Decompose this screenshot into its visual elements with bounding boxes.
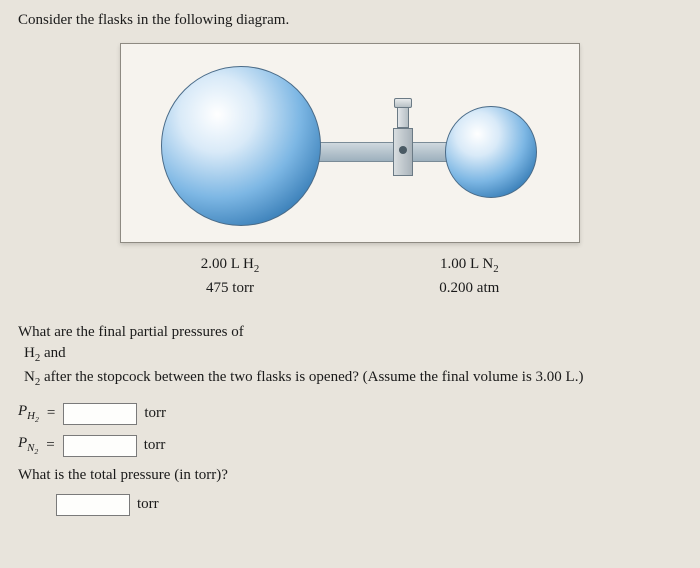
total-unit: torr — [137, 496, 159, 513]
stopcock-hole — [399, 146, 407, 154]
pn2-var: PN2 — [18, 435, 38, 456]
pn2-answer-row: PN2 = torr — [18, 435, 682, 457]
flask-right — [445, 106, 537, 198]
ph2-p: P — [18, 403, 27, 419]
flask-left-line1: 2.00 L H — [201, 256, 254, 272]
pn2-unit: torr — [144, 437, 166, 454]
prompt-text: Consider the flasks in the following dia… — [18, 12, 682, 29]
pn2-input[interactable] — [63, 435, 137, 457]
flask-labels-row: 2.00 L H2 475 torr 1.00 L N2 0.200 atm — [18, 253, 682, 300]
flask-right-line2: 0.200 atm — [439, 277, 499, 300]
pn2-equals: = — [46, 437, 54, 454]
ph2-input[interactable] — [63, 403, 137, 425]
ph2-equals: = — [47, 405, 55, 422]
flask-left-line2: 475 torr — [201, 277, 260, 300]
total-pressure-input[interactable] — [56, 494, 130, 516]
question-n2-post: after the stopcock between the two flask… — [40, 369, 583, 385]
stopcock-knob — [394, 98, 412, 108]
pn2-p: P — [18, 435, 27, 451]
question-h2-pre: H — [24, 345, 35, 361]
flask-right-label: 1.00 L N2 0.200 atm — [439, 253, 499, 300]
ph2-answer-row: PH2 = torr — [18, 403, 682, 425]
flask-left-label: 2.00 L H2 475 torr — [201, 253, 260, 300]
ph2-unit: torr — [144, 405, 166, 422]
ph2-var: PH2 — [18, 403, 39, 424]
flask-left-sub: 2 — [254, 263, 259, 275]
ph2-h: H — [27, 410, 35, 422]
flask-left — [161, 66, 321, 226]
total-answer-row: torr — [56, 494, 682, 516]
flask-right-sub: 2 — [493, 263, 498, 275]
ph2-2: 2 — [35, 415, 39, 424]
question-line1: What are the final partial pressures of — [18, 322, 682, 344]
flask-diagram — [120, 43, 580, 243]
question-block: What are the final partial pressures of … — [18, 322, 682, 391]
question-h2-post: and — [40, 345, 65, 361]
flask-right-line1: 1.00 L N — [440, 256, 493, 272]
stopcock-stem — [397, 106, 409, 128]
pn2-2: 2 — [34, 447, 38, 456]
diagram-container — [18, 43, 682, 243]
question2-text: What is the total pressure (in torr)? — [18, 467, 682, 484]
connecting-tube — [316, 142, 456, 162]
question-n2-pre: N — [24, 369, 35, 385]
